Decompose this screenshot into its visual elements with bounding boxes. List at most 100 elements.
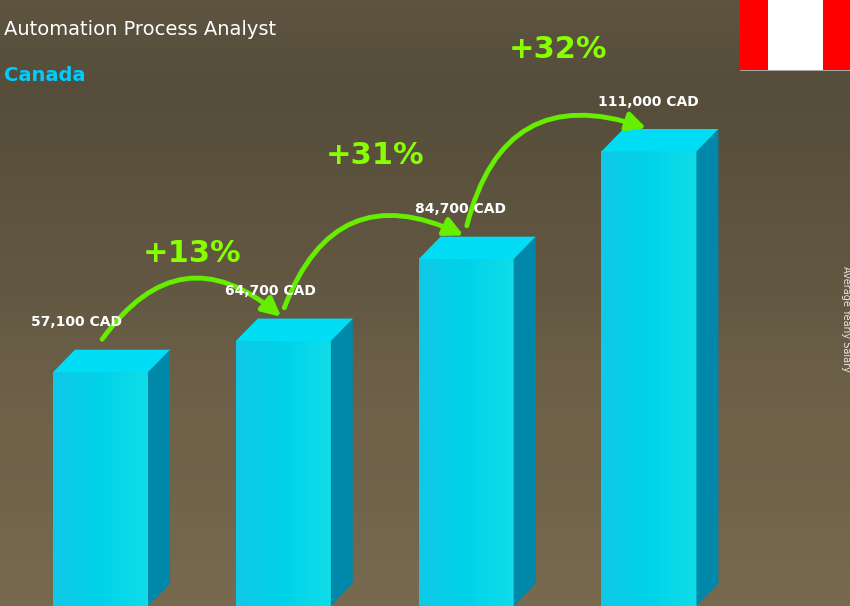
Bar: [502, 259, 504, 606]
Bar: [129, 372, 132, 606]
Bar: [447, 259, 450, 606]
Bar: [656, 152, 659, 606]
Bar: [666, 152, 668, 606]
Text: +32%: +32%: [508, 35, 607, 64]
Bar: [76, 372, 79, 606]
Bar: [611, 152, 614, 606]
Bar: [75, 372, 77, 606]
Bar: [293, 341, 296, 606]
Bar: [243, 341, 246, 606]
Bar: [112, 372, 115, 606]
Bar: [307, 341, 309, 606]
Bar: [60, 372, 63, 606]
Bar: [328, 341, 331, 606]
Bar: [637, 152, 639, 606]
Bar: [651, 152, 654, 606]
Bar: [312, 341, 314, 606]
Text: Automation Process Analyst: Automation Process Analyst: [3, 21, 275, 39]
Bar: [94, 372, 96, 606]
Bar: [668, 152, 671, 606]
Polygon shape: [235, 319, 353, 341]
Bar: [82, 372, 84, 606]
Text: 84,700 CAD: 84,700 CAD: [415, 202, 506, 216]
Text: 64,700 CAD: 64,700 CAD: [225, 284, 315, 298]
Bar: [476, 259, 479, 606]
Bar: [246, 341, 248, 606]
Bar: [286, 341, 288, 606]
Bar: [91, 372, 94, 606]
Bar: [115, 372, 117, 606]
Bar: [456, 259, 459, 606]
Bar: [823, 0, 850, 70]
Bar: [625, 152, 627, 606]
Bar: [120, 372, 122, 606]
Bar: [438, 259, 440, 606]
Polygon shape: [513, 237, 536, 606]
Bar: [70, 372, 72, 606]
Bar: [480, 259, 483, 606]
Bar: [435, 259, 438, 606]
Bar: [512, 259, 514, 606]
Bar: [321, 341, 324, 606]
Bar: [314, 341, 317, 606]
Bar: [433, 259, 435, 606]
Bar: [110, 372, 112, 606]
Bar: [623, 152, 626, 606]
Bar: [620, 152, 623, 606]
Text: +31%: +31%: [326, 141, 424, 170]
Bar: [464, 259, 467, 606]
Polygon shape: [148, 350, 170, 606]
Bar: [614, 152, 616, 606]
Bar: [660, 152, 663, 606]
Polygon shape: [418, 237, 536, 259]
Bar: [288, 341, 291, 606]
Bar: [428, 259, 431, 606]
Bar: [133, 372, 136, 606]
Bar: [488, 259, 490, 606]
Bar: [644, 152, 647, 606]
Bar: [659, 152, 661, 606]
Bar: [136, 372, 139, 606]
Bar: [63, 372, 65, 606]
FancyArrowPatch shape: [284, 215, 459, 308]
Bar: [478, 259, 480, 606]
Bar: [642, 152, 644, 606]
Bar: [452, 259, 455, 606]
Bar: [117, 372, 120, 606]
Bar: [274, 341, 276, 606]
Bar: [145, 372, 148, 606]
Bar: [276, 341, 279, 606]
Bar: [124, 372, 127, 606]
Bar: [319, 341, 321, 606]
Bar: [300, 341, 303, 606]
Bar: [683, 152, 685, 606]
Bar: [144, 372, 146, 606]
Bar: [630, 152, 632, 606]
Polygon shape: [696, 129, 718, 606]
Bar: [615, 152, 618, 606]
Bar: [98, 372, 100, 606]
Bar: [122, 372, 124, 606]
Bar: [471, 259, 473, 606]
Bar: [87, 372, 89, 606]
Bar: [509, 259, 512, 606]
Bar: [103, 372, 105, 606]
Bar: [649, 152, 651, 606]
Text: Average Yearly Salary: Average Yearly Salary: [842, 267, 850, 372]
Bar: [497, 259, 500, 606]
Bar: [235, 341, 238, 606]
Bar: [241, 341, 243, 606]
Bar: [291, 341, 293, 606]
Bar: [84, 372, 87, 606]
Bar: [247, 341, 250, 606]
Bar: [602, 152, 604, 606]
Bar: [269, 341, 272, 606]
Bar: [495, 259, 497, 606]
Bar: [58, 372, 60, 606]
Bar: [65, 372, 67, 606]
Bar: [490, 259, 492, 606]
Bar: [694, 152, 697, 606]
Bar: [445, 259, 447, 606]
Bar: [281, 341, 284, 606]
Bar: [88, 372, 91, 606]
